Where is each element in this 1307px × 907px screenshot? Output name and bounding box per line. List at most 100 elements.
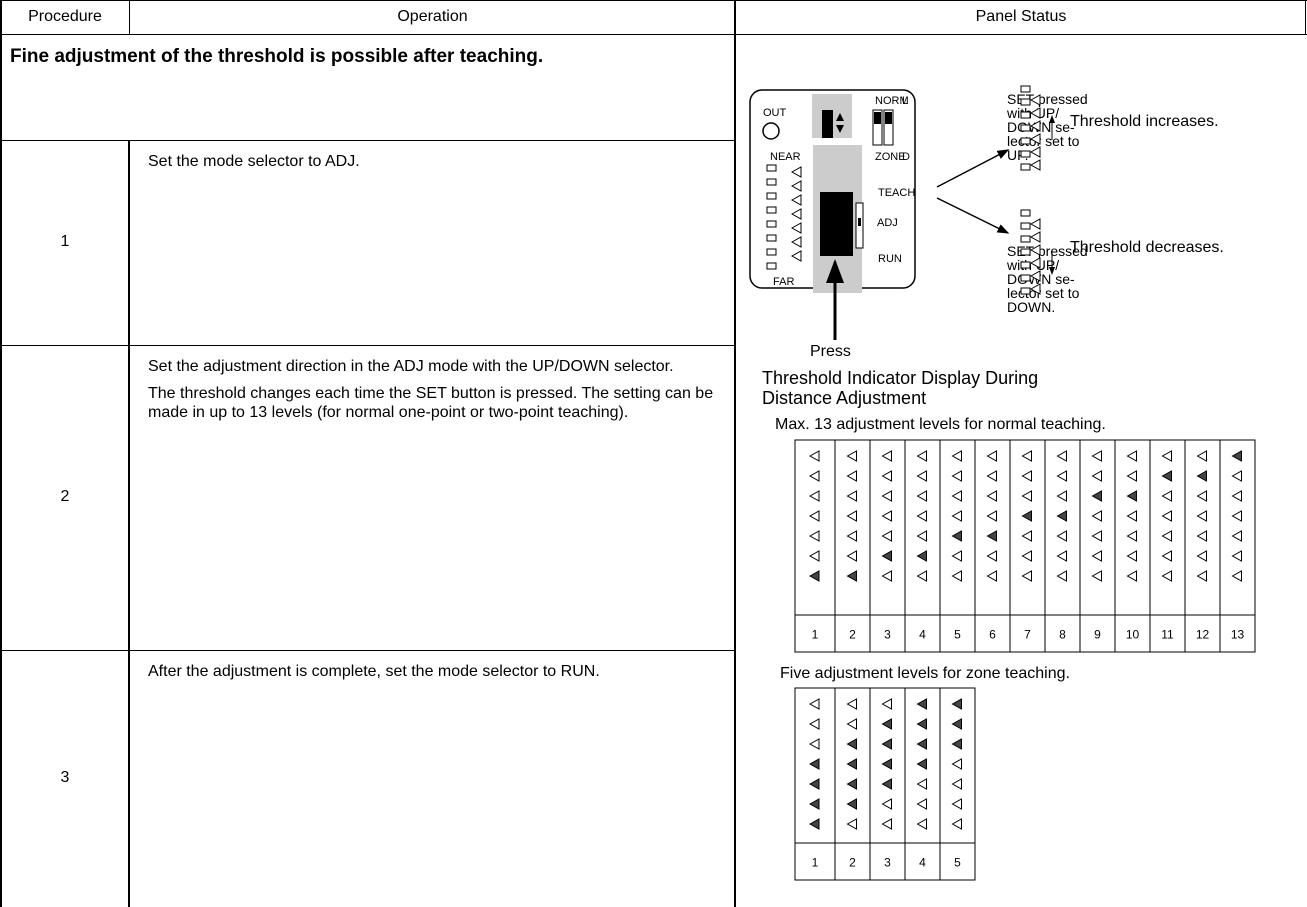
indicator [808, 798, 820, 810]
indicator [1231, 490, 1242, 502]
indicator [846, 490, 857, 502]
rule [0, 0, 1307, 1]
procedure: 3 [60, 768, 70, 786]
led [1020, 235, 1031, 243]
indicator [1196, 450, 1207, 462]
indicator [846, 758, 857, 770]
indicator [790, 194, 802, 206]
level: 2 [849, 628, 856, 642]
indicator [1021, 450, 1032, 462]
indicator [951, 530, 962, 542]
led [1020, 248, 1031, 256]
level: 3 [884, 628, 891, 642]
indicator [1091, 550, 1102, 562]
indicator [1029, 120, 1041, 132]
indicator [881, 510, 892, 522]
indicator [951, 698, 962, 710]
indicator [1029, 107, 1041, 119]
switch [883, 109, 894, 146]
indicator [881, 450, 892, 462]
level: 5 [954, 856, 961, 870]
indicator [808, 490, 820, 502]
label: D [902, 151, 910, 163]
indicator [1021, 570, 1032, 582]
paragraph: The threshold changes each time the SET … [148, 385, 714, 421]
arrow [936, 149, 1010, 188]
indicator [808, 450, 820, 462]
indicator [846, 550, 857, 562]
indicator [951, 758, 962, 770]
indicator [916, 718, 927, 730]
indicator [790, 236, 802, 248]
label: ADJ [877, 217, 898, 229]
led [1020, 137, 1031, 145]
indicator [1029, 283, 1041, 295]
indicator [951, 510, 962, 522]
indicator [916, 738, 927, 750]
indicator [986, 470, 997, 482]
level: 6 [989, 628, 996, 642]
indicator [846, 450, 857, 462]
indicator [916, 758, 927, 770]
indicator [808, 550, 820, 562]
intro: Fine adjustment of the threshold is poss… [10, 46, 544, 67]
indicator [916, 698, 927, 710]
indicator [1161, 530, 1172, 542]
indicator [1091, 490, 1102, 502]
indicator [951, 798, 962, 810]
led [766, 178, 777, 186]
level: 7 [1024, 628, 1031, 642]
indicator [1029, 244, 1041, 256]
indicator [986, 490, 997, 502]
indicator [1021, 470, 1032, 482]
indicator [951, 490, 962, 502]
indicator [1231, 470, 1242, 482]
arrow [836, 125, 844, 133]
indicator [1196, 550, 1207, 562]
indicator [1029, 231, 1041, 243]
indicator [1196, 470, 1207, 482]
label: NORM [875, 95, 909, 107]
indicator [1056, 550, 1067, 562]
operation: Set the adjustment direction in the ADJ … [148, 357, 738, 430]
indicator [1231, 550, 1242, 562]
level: 8 [1059, 628, 1066, 642]
indicator [1056, 530, 1067, 542]
label: Max. 13 adjustment levels for normal tea… [775, 416, 1106, 433]
indicator [1056, 490, 1067, 502]
indicator [986, 450, 997, 462]
indicator [846, 718, 857, 730]
indicator [881, 470, 892, 482]
indicator [1091, 530, 1102, 542]
indicator [951, 778, 962, 790]
level: 3 [884, 856, 891, 870]
indicator [916, 570, 927, 582]
indicator [1029, 159, 1041, 171]
rule [129, 0, 130, 34]
procedure: 2 [60, 487, 70, 505]
indicator [790, 208, 802, 220]
indicator [808, 778, 820, 790]
indicator [1126, 510, 1137, 522]
indicator [846, 738, 857, 750]
indicator [1029, 218, 1041, 230]
indicator [1021, 550, 1032, 562]
header: Panel Status [975, 8, 1067, 25]
label: ZONE [875, 151, 906, 163]
indicator [1161, 470, 1172, 482]
label: lector set to [1007, 133, 1080, 149]
level: 4 [919, 628, 926, 642]
paragraph: Set the mode selector to ADJ. [148, 153, 360, 170]
switch [885, 112, 892, 124]
switch [872, 109, 883, 146]
indicator [1021, 530, 1032, 542]
label: TEACH [878, 187, 915, 199]
indicator [986, 570, 997, 582]
paragraph: After the adjustment is complete, set th… [148, 663, 600, 680]
led [766, 262, 777, 270]
set-button [820, 192, 853, 256]
indicator [951, 470, 962, 482]
led [766, 248, 777, 256]
indicator [951, 570, 962, 582]
